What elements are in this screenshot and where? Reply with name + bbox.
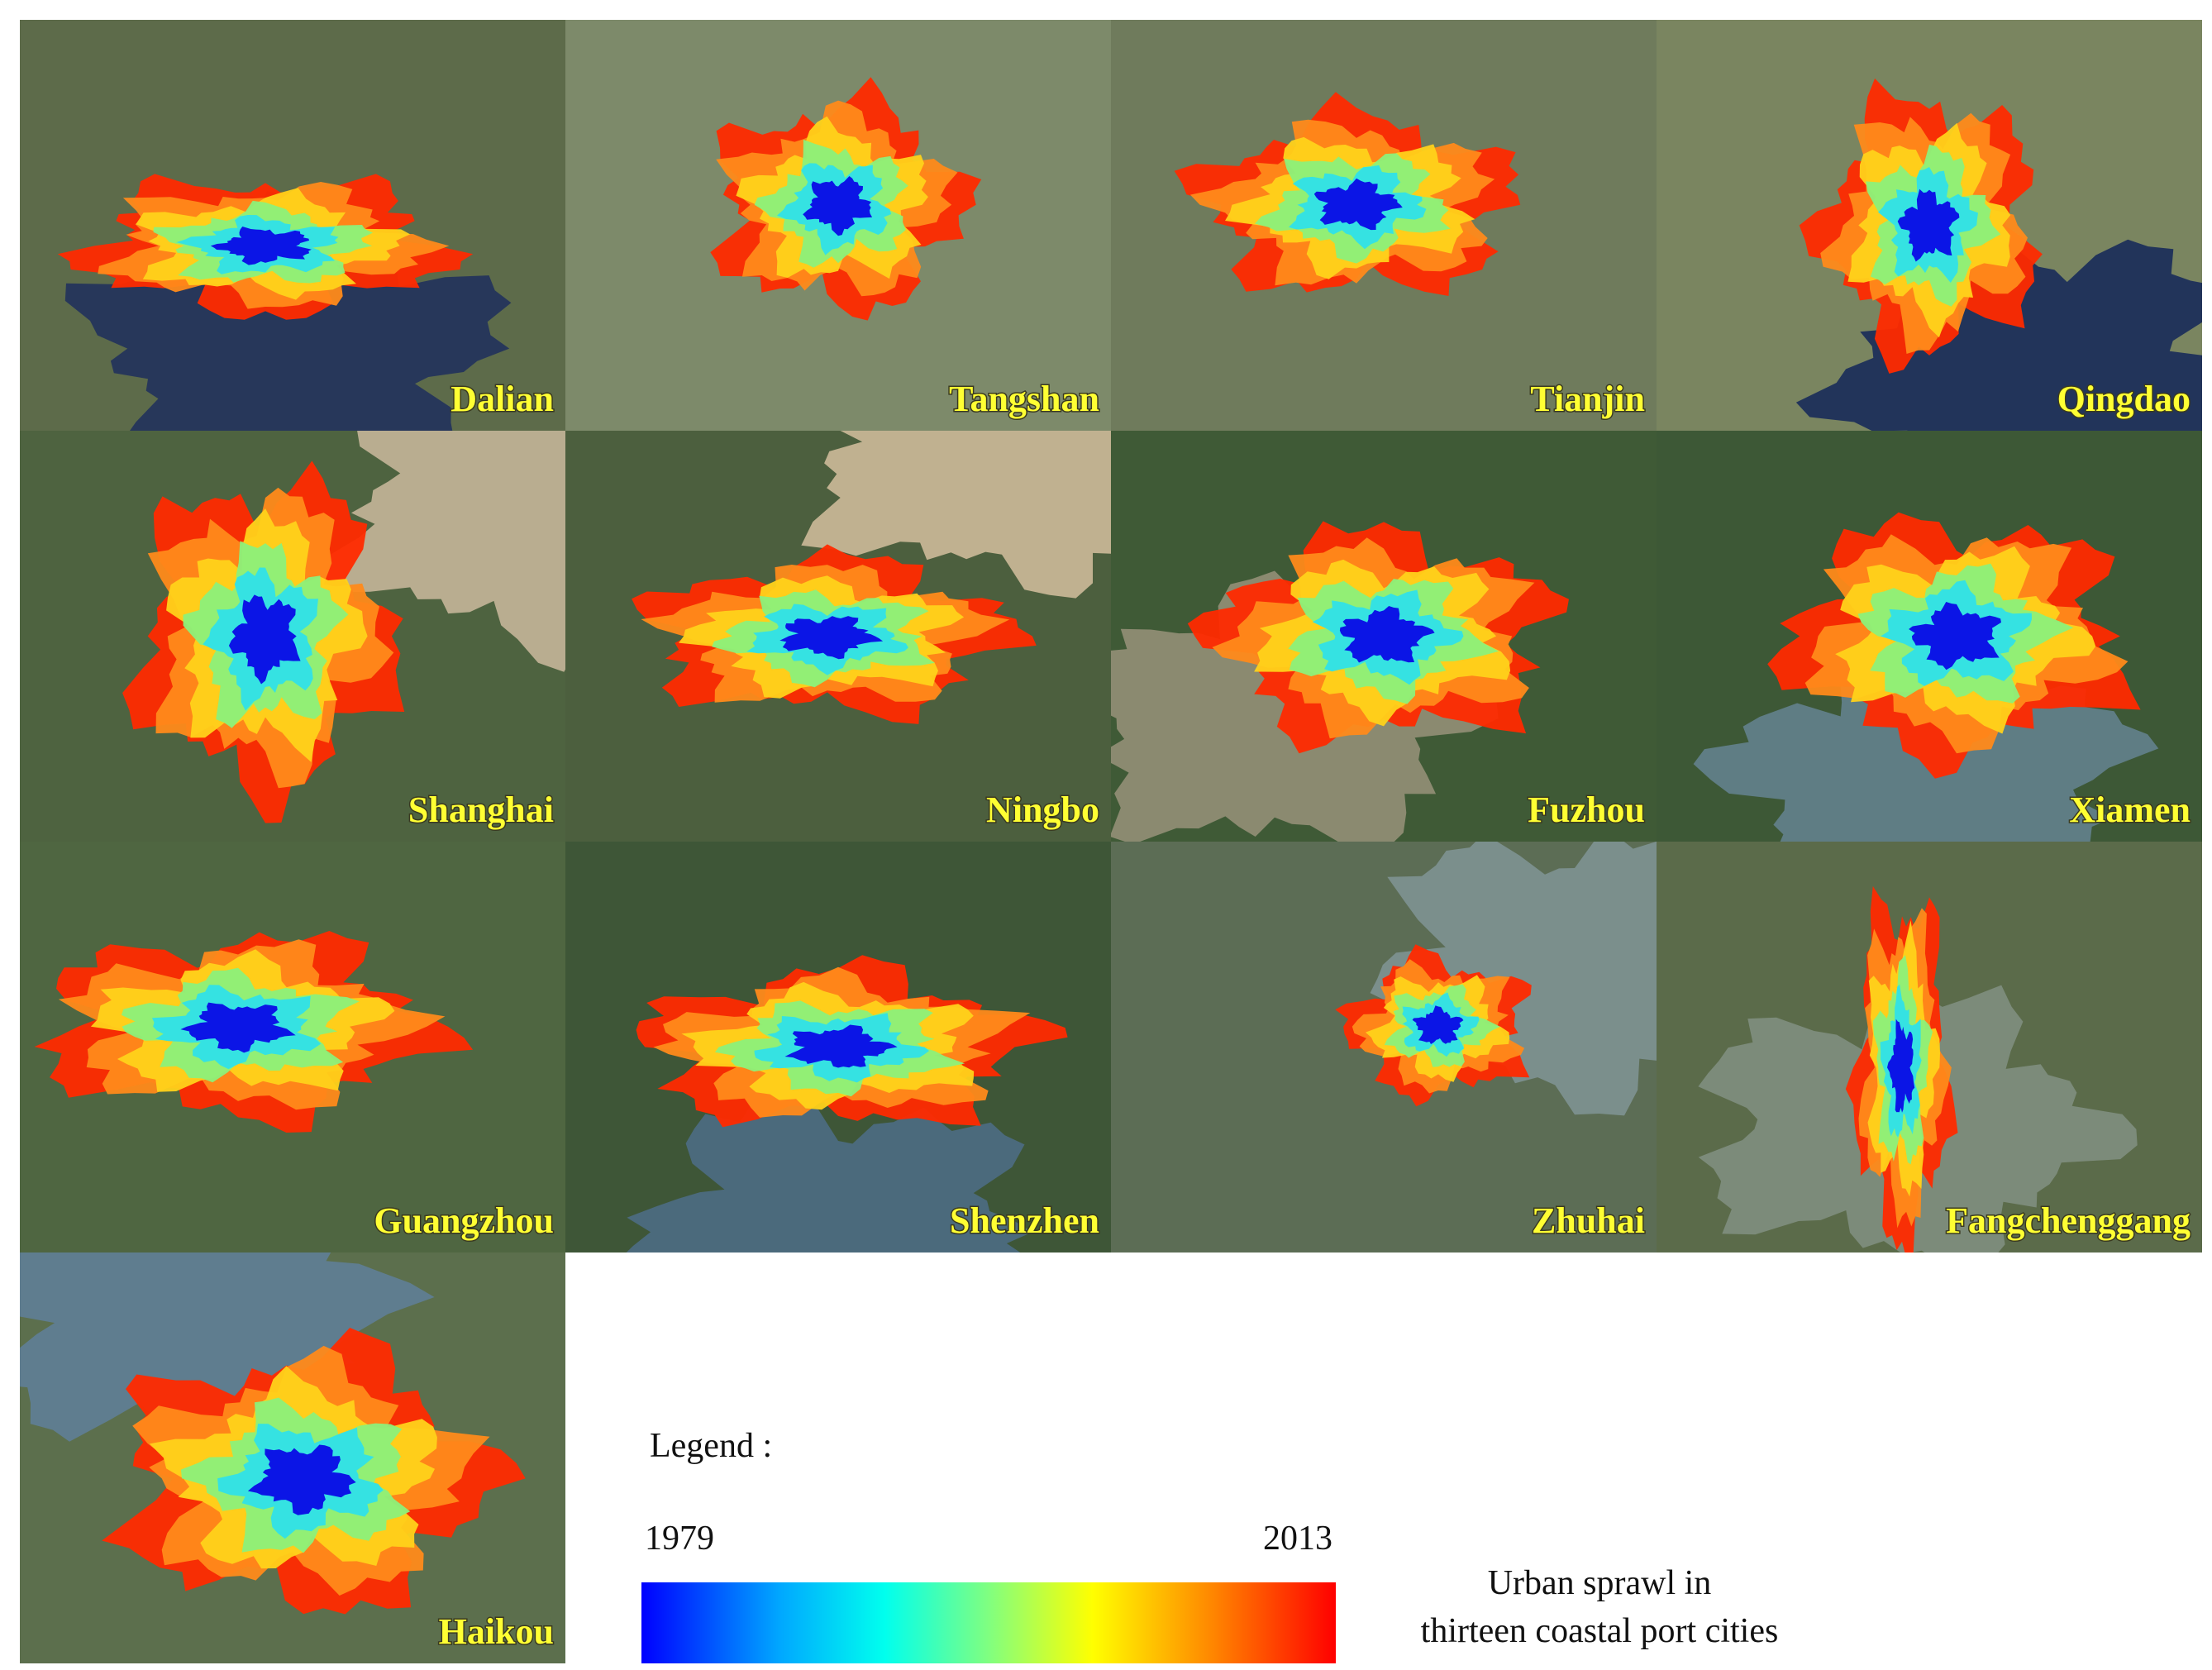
city-label: Dalian — [451, 379, 554, 419]
water — [20, 1252, 435, 1449]
water — [323, 431, 565, 672]
city-label: Shanghai — [408, 790, 554, 830]
city-label: Tangshan — [949, 379, 1099, 419]
map-panel: Guangzhou — [20, 842, 565, 1252]
water — [1795, 239, 2202, 431]
urban-area — [1909, 602, 2001, 670]
map-panel: Fangchenggang — [1657, 842, 2202, 1252]
urban-area — [210, 227, 312, 265]
urban-area — [247, 1444, 356, 1515]
urban-area — [1897, 188, 1960, 262]
map-panel: Tangshan — [565, 20, 1111, 431]
city-label: Haikou — [439, 1611, 554, 1652]
legend-start: 1979 — [645, 1520, 714, 1558]
city-label: Fangchenggang — [1946, 1200, 2191, 1241]
satellite-image — [565, 842, 1111, 1252]
urban-area — [1339, 606, 1435, 663]
map-panel: Shenzhen — [565, 842, 1111, 1252]
legend-title: Legend : — [650, 1427, 772, 1465]
urban-area — [1412, 1005, 1464, 1044]
satellite-image — [20, 20, 565, 431]
map-panel: Haikou — [20, 1252, 565, 1663]
urban-area — [180, 1002, 296, 1053]
legend-end: 2013 — [1263, 1520, 1332, 1558]
satellite-image — [565, 431, 1111, 842]
satellite-image — [20, 842, 565, 1252]
city-label: Ningbo — [986, 790, 1099, 830]
map-panel: Ningbo — [565, 431, 1111, 842]
map-panel: Tianjin — [1111, 20, 1657, 431]
urban-area — [784, 1024, 898, 1068]
satellite-image — [565, 20, 1111, 431]
satellite-image — [1657, 20, 2202, 431]
urban-area — [1313, 178, 1403, 231]
color-ramp — [641, 1582, 1336, 1663]
caption-line: Urban sprawl in — [1488, 1564, 1712, 1602]
water — [801, 431, 1111, 599]
caption-line: thirteen coastal port cities — [1421, 1612, 1779, 1650]
city-label: Zhuhai — [1532, 1200, 1645, 1241]
urban-area — [779, 616, 884, 660]
legend: Legend : 1979 2013 Urban sprawl in thirt… — [641, 1427, 1778, 1663]
urban-area — [803, 176, 873, 236]
satellite-image — [20, 431, 565, 842]
satellite-image — [20, 1252, 565, 1663]
satellite-image — [1657, 431, 2202, 842]
satellite-image — [1111, 431, 1657, 842]
city-label: Tianjin — [1530, 379, 1645, 419]
map-panel: Fuzhou — [1111, 431, 1657, 842]
map-panel: Dalian — [20, 20, 565, 431]
map-panel: Xiamen — [1657, 431, 2202, 842]
satellite-image — [1111, 842, 1657, 1252]
satellite-image — [1111, 20, 1657, 431]
map-panel: Zhuhai — [1111, 842, 1657, 1252]
map-panel: Shanghai — [20, 431, 565, 842]
urban-area — [228, 594, 301, 685]
map-panel: Qingdao — [1657, 20, 2202, 431]
city-label: Guangzhou — [374, 1200, 554, 1241]
city-label: Shenzhen — [950, 1200, 1099, 1241]
water — [626, 1094, 1032, 1252]
satellite-image — [1657, 842, 2202, 1252]
urban-area — [1887, 1019, 1915, 1113]
city-label: Xiamen — [2069, 790, 2191, 830]
city-label: Fuzhou — [1528, 790, 1645, 830]
city-label: Qingdao — [2057, 379, 2191, 419]
map-panels: Dalian Tangshan Tianjin Qingdao Shanghai Ning… — [20, 20, 2202, 1663]
